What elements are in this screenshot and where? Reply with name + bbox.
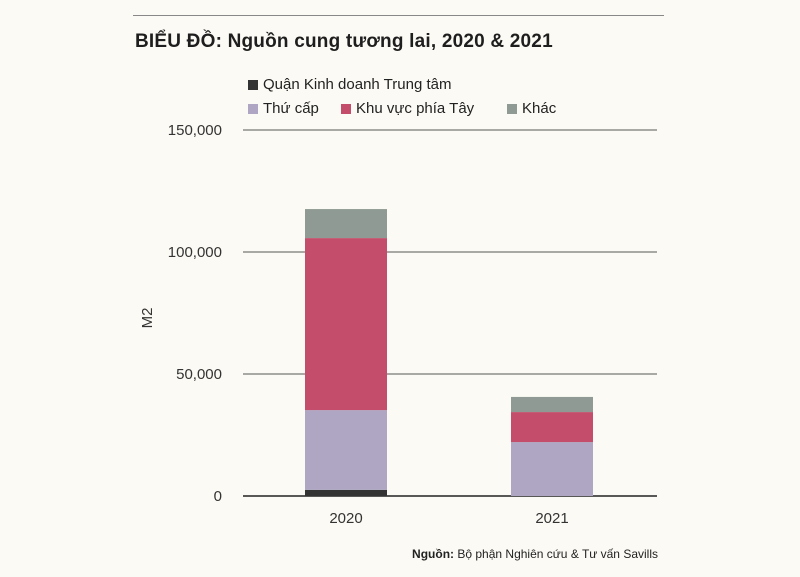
source-label: Nguồn: <box>412 547 455 561</box>
bar-segment <box>305 238 387 411</box>
y-tick-label: 150,000 <box>168 122 222 139</box>
legend-item-west: Khu vực phía Tây <box>341 100 474 117</box>
source-text: Bộ phận Nghiên cứu & Tư vấn Savills <box>457 547 658 561</box>
legend-item-other: Khác <box>507 100 556 117</box>
y-tick-label: 100,000 <box>168 244 222 261</box>
legend-label: Quận Kinh doanh Trung tâm <box>263 76 452 93</box>
legend-swatch <box>248 103 258 114</box>
chart-title: BIỂU ĐỒ: Nguồn cung tương lai, 2020 & 20… <box>135 31 553 52</box>
legend-item-secondary: Thứ cấp <box>248 100 319 117</box>
bar-segment <box>305 410 387 490</box>
top-divider <box>133 15 664 16</box>
legend-label: Khác <box>522 100 557 117</box>
bar-segment <box>511 396 593 413</box>
legend-item-cbd: Quận Kinh doanh Trung tâm <box>248 76 451 93</box>
legend-label: Khu vực phía Tây <box>356 100 475 117</box>
bar-segment <box>511 442 593 496</box>
x-tick-label: 2020 <box>329 510 362 527</box>
y-axis-label: M2 <box>139 308 156 329</box>
legend-swatch <box>507 103 517 114</box>
legend-swatch <box>341 103 351 114</box>
bar-segment <box>305 489 387 496</box>
legend-label: Thứ cấp <box>263 100 319 117</box>
y-tick-label: 50,000 <box>176 366 222 383</box>
x-tick-label: 2021 <box>535 510 568 527</box>
bar-segment <box>305 209 387 239</box>
y-tick-label: 0 <box>214 488 222 505</box>
source-note: Nguồn: Bộ phận Nghiên cứu & Tư vấn Savil… <box>412 547 658 561</box>
bar-segment <box>511 412 593 443</box>
legend-swatch <box>248 79 258 90</box>
